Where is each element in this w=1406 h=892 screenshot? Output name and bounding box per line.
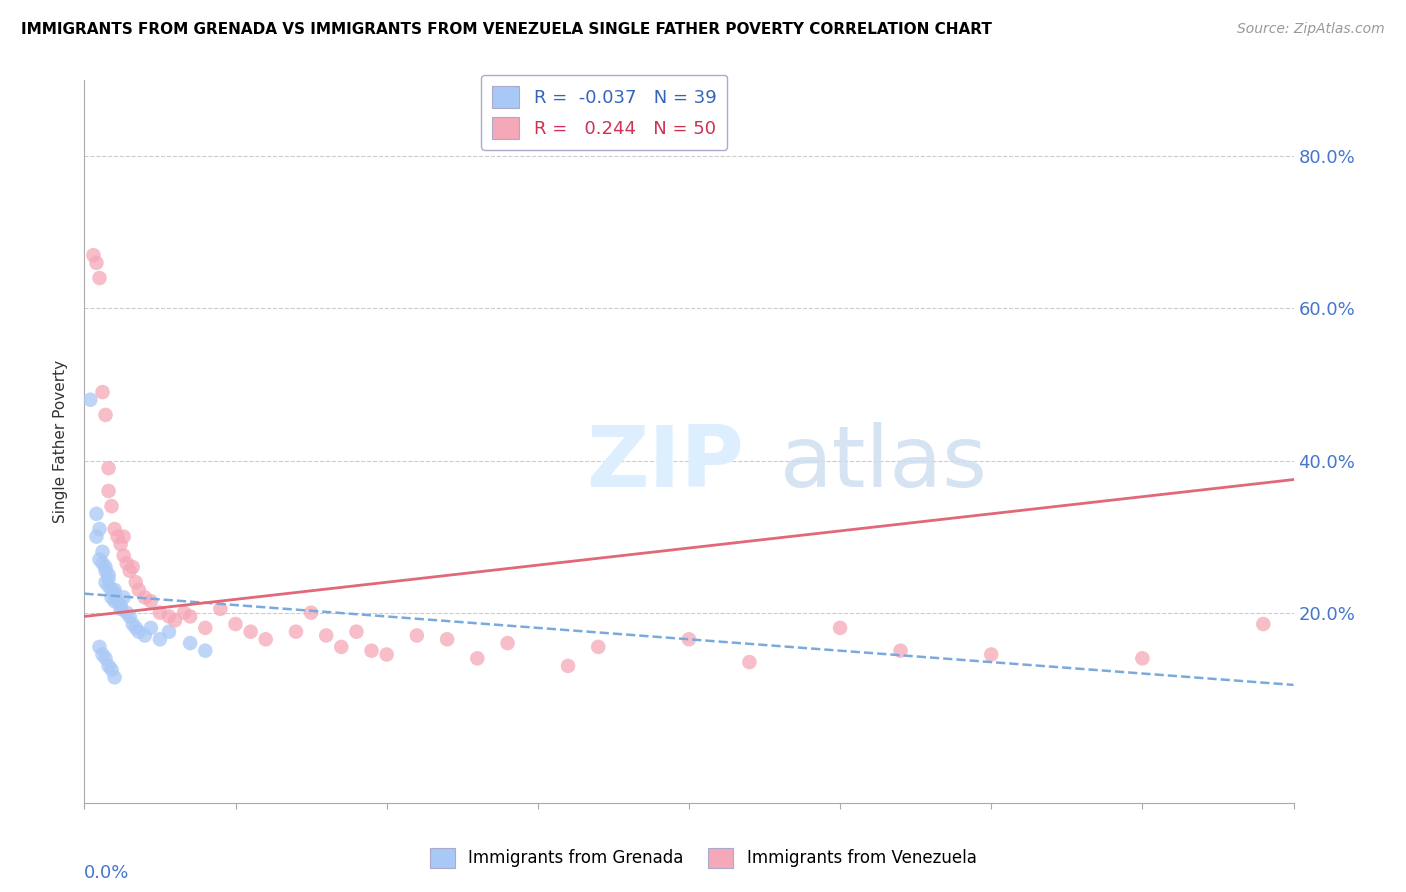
Point: [496, 636, 519, 650]
Point: [346, 624, 368, 639]
Point: [107, 530, 129, 544]
Point: [157, 624, 180, 639]
Point: [134, 628, 156, 642]
Point: [89, 271, 111, 285]
Point: [165, 613, 187, 627]
Point: [97, 571, 120, 585]
Point: [121, 617, 143, 632]
Point: [149, 632, 172, 647]
Point: [980, 648, 1002, 662]
Point: [86, 256, 108, 270]
Point: [82, 248, 104, 262]
Point: [118, 609, 141, 624]
Point: [125, 575, 148, 590]
Point: [97, 461, 120, 475]
Point: [360, 643, 382, 657]
Point: [110, 537, 132, 551]
Point: [94, 560, 117, 574]
Point: [110, 602, 132, 616]
Point: [179, 609, 201, 624]
Point: [209, 602, 232, 616]
Point: [94, 564, 117, 578]
Point: [115, 606, 138, 620]
Point: [118, 564, 141, 578]
Point: [239, 624, 262, 639]
Point: [100, 582, 122, 597]
Point: [194, 621, 217, 635]
Point: [97, 579, 120, 593]
Point: [107, 594, 129, 608]
Point: [104, 587, 127, 601]
Point: [139, 621, 162, 635]
Point: [1253, 617, 1275, 632]
Point: [91, 556, 114, 570]
Point: [104, 594, 127, 608]
Point: [225, 617, 247, 632]
Point: [330, 640, 353, 654]
Point: [588, 640, 610, 654]
Text: Source: ZipAtlas.com: Source: ZipAtlas.com: [1237, 22, 1385, 37]
Point: [436, 632, 458, 647]
Point: [285, 624, 308, 639]
Point: [94, 575, 117, 590]
Y-axis label: Single Father Poverty: Single Father Poverty: [53, 360, 69, 523]
Point: [86, 507, 108, 521]
Legend: R =  -0.037   N = 39, R =   0.244   N = 50: R = -0.037 N = 39, R = 0.244 N = 50: [481, 75, 727, 150]
Point: [112, 591, 135, 605]
Point: [375, 648, 398, 662]
Point: [89, 522, 111, 536]
Point: [100, 591, 122, 605]
Point: [100, 663, 122, 677]
Point: [100, 499, 122, 513]
Point: [406, 628, 429, 642]
Point: [890, 643, 912, 657]
Point: [97, 659, 120, 673]
Point: [91, 545, 114, 559]
Point: [134, 591, 156, 605]
Point: [94, 651, 117, 665]
Point: [173, 606, 195, 620]
Point: [91, 648, 114, 662]
Point: [157, 609, 180, 624]
Point: [467, 651, 489, 665]
Point: [89, 552, 111, 566]
Point: [128, 582, 150, 597]
Point: [115, 556, 138, 570]
Text: atlas: atlas: [780, 422, 987, 505]
Point: [97, 483, 120, 498]
Point: [79, 392, 101, 407]
Point: [112, 530, 135, 544]
Point: [299, 606, 322, 620]
Point: [104, 522, 127, 536]
Point: [110, 598, 132, 612]
Point: [557, 659, 579, 673]
Point: [738, 655, 761, 669]
Point: [125, 621, 148, 635]
Point: [104, 582, 127, 597]
Point: [94, 408, 117, 422]
Point: [830, 621, 852, 635]
Point: [139, 594, 162, 608]
Point: [104, 670, 127, 684]
Point: [128, 624, 150, 639]
Point: [89, 640, 111, 654]
Point: [179, 636, 201, 650]
Point: [86, 530, 108, 544]
Point: [97, 567, 120, 582]
Point: [194, 643, 217, 657]
Point: [1130, 651, 1153, 665]
Text: ZIP: ZIP: [586, 422, 744, 505]
Text: 0.0%: 0.0%: [84, 864, 129, 882]
Point: [91, 385, 114, 400]
Point: [315, 628, 337, 642]
Legend: Immigrants from Grenada, Immigrants from Venezuela: Immigrants from Grenada, Immigrants from…: [423, 841, 983, 875]
Point: [121, 560, 143, 574]
Point: [678, 632, 700, 647]
Point: [112, 549, 135, 563]
Point: [254, 632, 277, 647]
Text: IMMIGRANTS FROM GRENADA VS IMMIGRANTS FROM VENEZUELA SINGLE FATHER POVERTY CORRE: IMMIGRANTS FROM GRENADA VS IMMIGRANTS FR…: [21, 22, 993, 37]
Point: [149, 606, 172, 620]
